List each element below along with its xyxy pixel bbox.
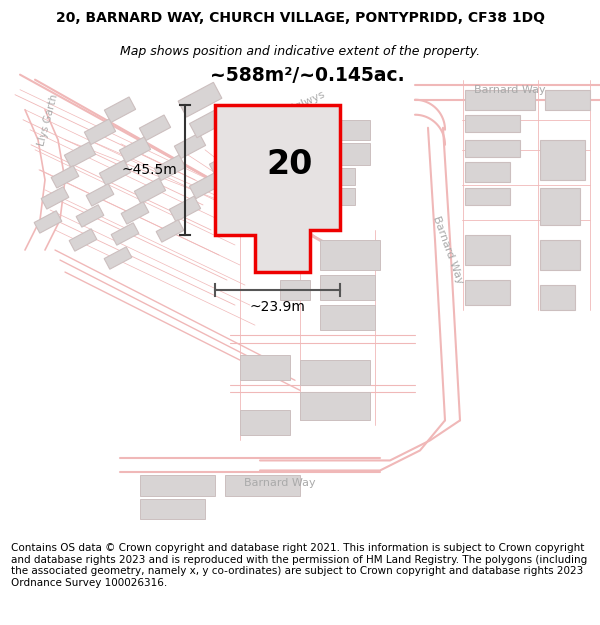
Polygon shape	[121, 202, 149, 224]
Polygon shape	[175, 133, 206, 159]
Polygon shape	[156, 220, 184, 242]
Polygon shape	[244, 169, 275, 194]
Polygon shape	[225, 476, 300, 496]
Polygon shape	[465, 115, 520, 132]
Polygon shape	[233, 107, 277, 142]
Text: Llys Garth: Llys Garth	[36, 92, 60, 147]
Text: ~588m²/~0.145ac.: ~588m²/~0.145ac.	[210, 66, 404, 84]
Polygon shape	[545, 89, 590, 110]
Text: ~45.5m: ~45.5m	[121, 163, 177, 177]
Polygon shape	[190, 106, 230, 138]
Polygon shape	[104, 247, 132, 269]
Polygon shape	[111, 222, 139, 245]
Polygon shape	[64, 142, 95, 168]
Polygon shape	[320, 240, 380, 270]
Polygon shape	[288, 132, 332, 167]
Polygon shape	[540, 285, 575, 310]
Polygon shape	[139, 115, 170, 141]
Polygon shape	[100, 160, 131, 186]
Polygon shape	[465, 280, 510, 305]
Polygon shape	[119, 137, 151, 162]
Polygon shape	[300, 360, 370, 385]
Polygon shape	[240, 355, 290, 380]
Polygon shape	[320, 275, 375, 300]
Polygon shape	[140, 499, 205, 519]
Polygon shape	[178, 82, 222, 117]
Polygon shape	[51, 166, 79, 188]
Polygon shape	[300, 392, 370, 421]
Text: Barnard Way: Barnard Way	[474, 84, 546, 94]
Text: Pen-Yr-Eglwys: Pen-Yr-Eglwys	[223, 179, 297, 221]
Text: Barnard Way: Barnard Way	[244, 478, 316, 488]
Polygon shape	[85, 119, 116, 144]
Polygon shape	[465, 162, 510, 182]
Polygon shape	[240, 411, 290, 436]
Text: 20, BARNARD WAY, CHURCH VILLAGE, PONTYPRIDD, CF38 1DQ: 20, BARNARD WAY, CHURCH VILLAGE, PONTYPR…	[56, 11, 545, 26]
Polygon shape	[320, 305, 375, 330]
Polygon shape	[140, 476, 215, 496]
Polygon shape	[34, 211, 62, 233]
Text: ~23.9m: ~23.9m	[250, 300, 305, 314]
Polygon shape	[169, 196, 200, 222]
Polygon shape	[154, 155, 185, 181]
Polygon shape	[244, 131, 286, 163]
Polygon shape	[290, 142, 370, 165]
Polygon shape	[86, 184, 114, 206]
Polygon shape	[290, 168, 355, 185]
Polygon shape	[540, 240, 580, 270]
Polygon shape	[104, 97, 136, 122]
Polygon shape	[209, 151, 241, 177]
Polygon shape	[280, 280, 310, 300]
Polygon shape	[540, 140, 585, 180]
Polygon shape	[76, 205, 104, 227]
Polygon shape	[465, 235, 510, 265]
Polygon shape	[134, 178, 166, 204]
Polygon shape	[224, 191, 256, 217]
Text: Contains OS data © Crown copyright and database right 2021. This information is : Contains OS data © Crown copyright and d…	[11, 543, 587, 588]
Text: 20: 20	[267, 148, 313, 181]
Polygon shape	[465, 140, 520, 157]
Polygon shape	[41, 187, 69, 209]
Polygon shape	[215, 105, 340, 272]
Polygon shape	[69, 229, 97, 251]
Text: Barnard Way: Barnard Way	[431, 214, 465, 286]
Polygon shape	[290, 188, 355, 205]
Polygon shape	[465, 188, 510, 205]
Polygon shape	[190, 173, 221, 199]
Text: Pen-Yr-Eglwys: Pen-Yr-Eglwys	[253, 89, 327, 131]
Polygon shape	[290, 120, 370, 140]
Polygon shape	[540, 188, 580, 225]
Polygon shape	[465, 89, 535, 110]
Text: Map shows position and indicative extent of the property.: Map shows position and indicative extent…	[120, 45, 480, 58]
